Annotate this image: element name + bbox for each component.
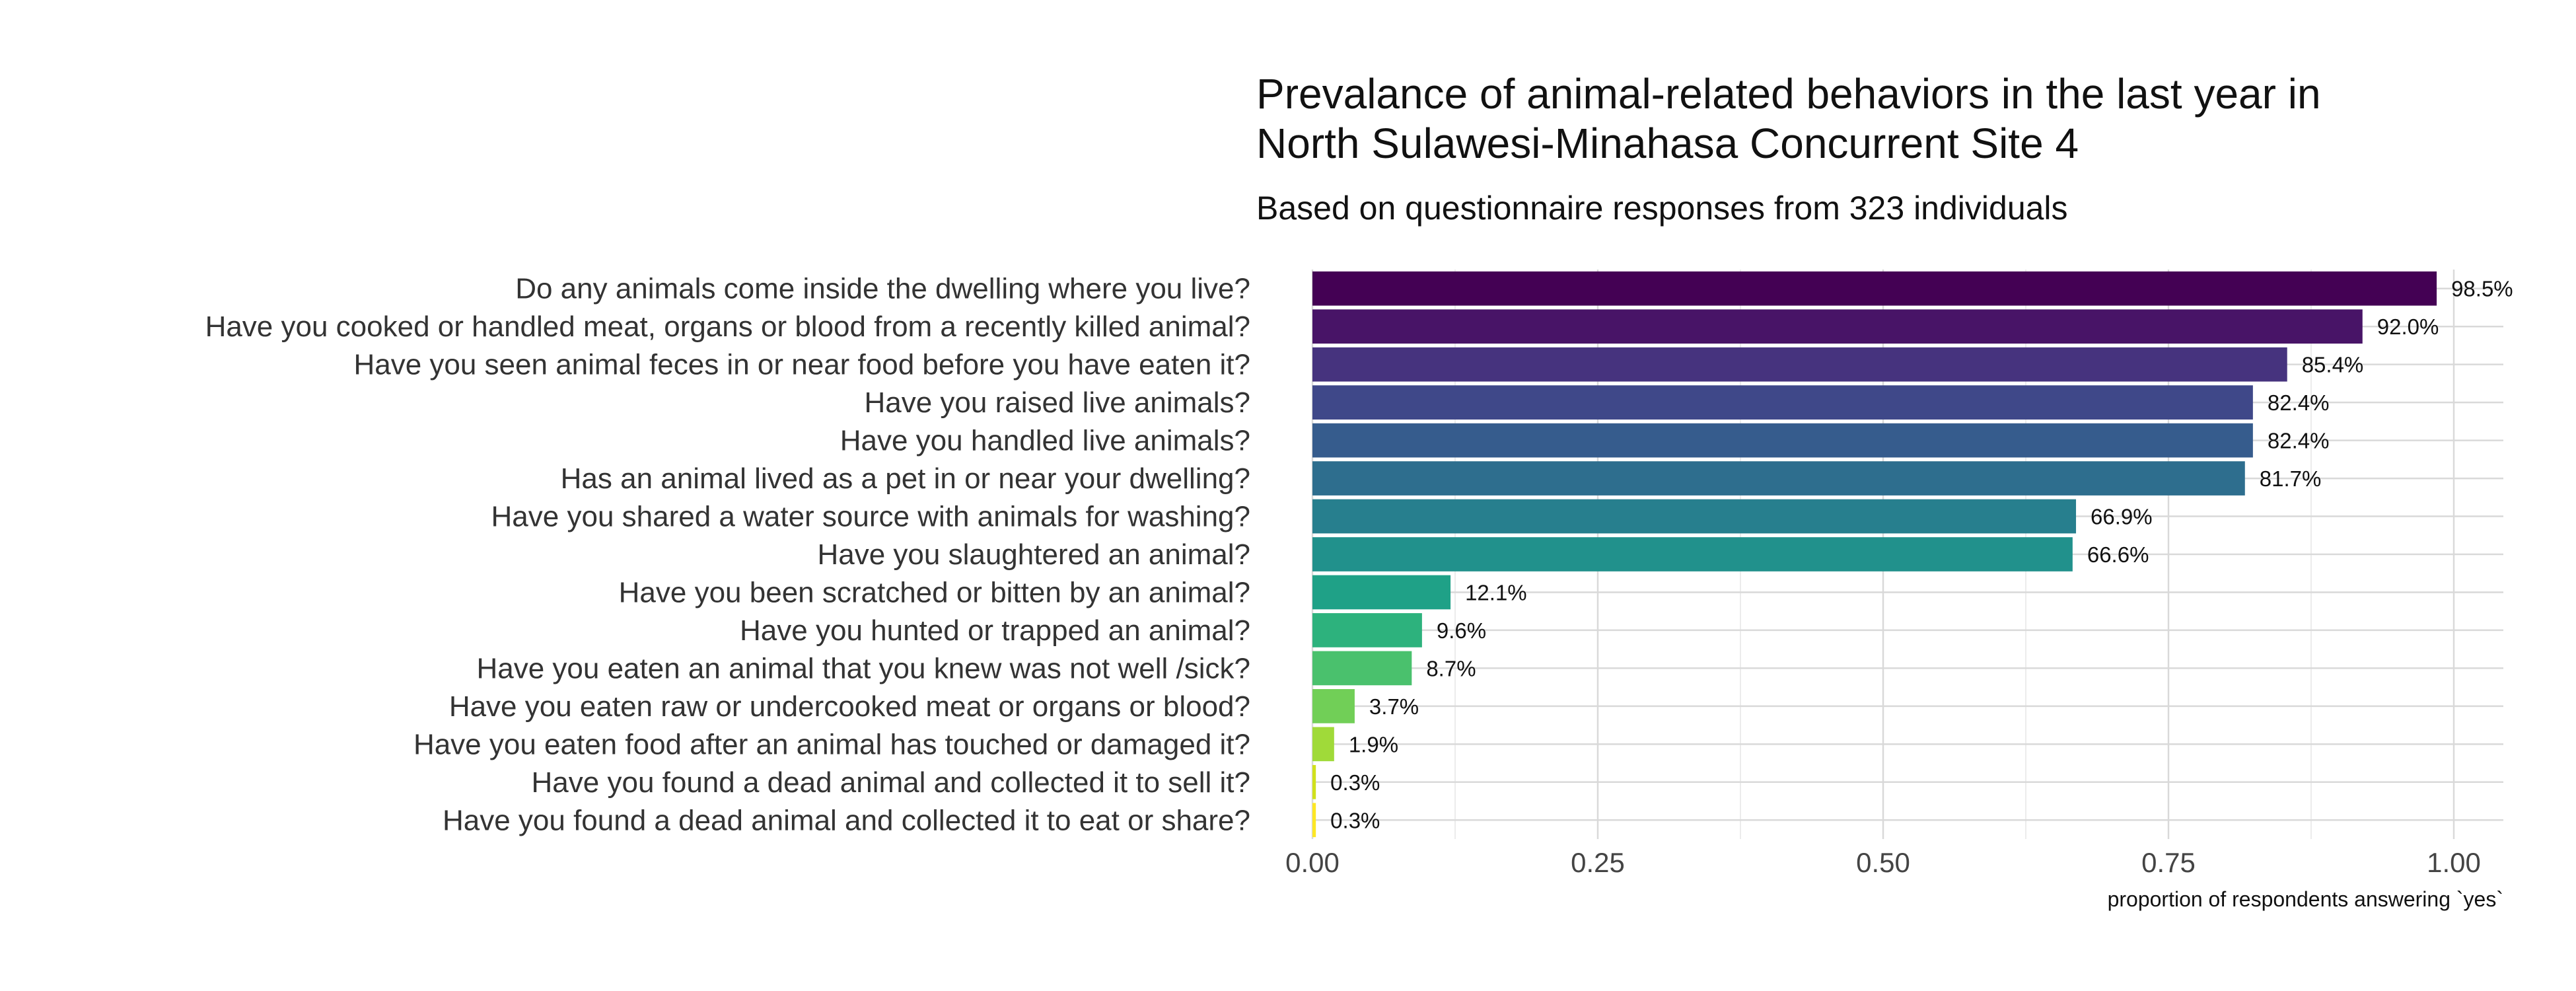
chart-subtitle: Based on questionnaire responses from 32…: [1256, 190, 2068, 227]
category-label: Has an animal lived as a pet in or near …: [561, 462, 1250, 495]
data-label: 3.7%: [1369, 694, 1419, 719]
x-tick-label: 0.75: [2141, 847, 2196, 878]
bar: [1312, 347, 2287, 382]
data-label: 81.7%: [2260, 466, 2322, 491]
data-label: 9.6%: [1437, 618, 1486, 643]
bar: [1312, 613, 1422, 647]
category-label: Have you eaten food after an animal has …: [413, 728, 1250, 760]
data-label: 85.4%: [2302, 353, 2364, 377]
chart-title-line-1: Prevalance of animal-related behaviors i…: [1256, 70, 2321, 118]
x-axis-ticks: 0.00 0.25 0.50 0.75 1.00: [1285, 847, 2481, 878]
category-label: Do any animals come inside the dwelling …: [515, 273, 1250, 305]
bar: [1312, 575, 1451, 610]
category-label: Have you slaughtered an animal?: [817, 538, 1250, 571]
data-label: 12.1%: [1465, 580, 1527, 605]
data-label: 1.9%: [1349, 732, 1398, 756]
x-tick-label: 1.00: [2427, 847, 2481, 878]
data-label: 0.3%: [1330, 808, 1380, 832]
x-tick-label: 0.00: [1285, 847, 1340, 878]
bar: [1312, 385, 2253, 420]
bar: [1312, 537, 2073, 571]
data-label: 92.0%: [2377, 314, 2439, 339]
bar: [1312, 271, 2437, 306]
data-label: 66.6%: [2087, 542, 2149, 567]
bar: [1312, 651, 1412, 686]
category-label: Have you found a dead animal and collect…: [532, 766, 1250, 799]
category-label: Have you raised live animals?: [864, 386, 1250, 419]
data-labels: 98.5% 92.0% 85.4% 82.4% 82.4% 81.7% 66.9% 66.6%…: [1330, 277, 2513, 833]
category-labels: Do any animals come inside the dwelling …: [205, 273, 1250, 837]
category-label: Have you seen animal feces in or near fo…: [353, 349, 1250, 381]
data-label: 82.4%: [2268, 390, 2330, 415]
bar: [1312, 764, 1316, 799]
bar: [1312, 499, 2077, 534]
category-label: Have you eaten an animal that you knew w…: [476, 652, 1250, 684]
x-tick-label: 0.50: [1856, 847, 1910, 878]
bar: [1312, 803, 1316, 838]
x-tick-label: 0.25: [1571, 847, 1625, 878]
data-label: 8.7%: [1426, 656, 1476, 680]
data-label: 66.9%: [2091, 505, 2153, 529]
category-label: Have you shared a water source with anim…: [491, 501, 1250, 533]
chart-title-line-2: North Sulawesi-Minahasa Concurrent Site …: [1256, 120, 2079, 167]
category-label: Have you been scratched or bitten by an …: [619, 576, 1250, 608]
category-label: Have you found a dead animal and collect…: [443, 804, 1250, 836]
bars: [1312, 271, 2437, 838]
data-label: 98.5%: [2451, 277, 2513, 301]
category-label: Have you hunted or trapped an animal?: [740, 614, 1250, 647]
data-label: 0.3%: [1330, 770, 1380, 795]
bar: [1312, 461, 2245, 495]
bar: [1312, 689, 1355, 723]
category-label: Have you eaten raw or undercooked meat o…: [449, 690, 1250, 723]
bar: [1312, 727, 1334, 762]
data-label: 82.4%: [2268, 429, 2330, 453]
bar: [1312, 423, 2253, 458]
category-label: Have you handled live animals?: [840, 425, 1250, 457]
category-label: Have you cooked or handled meat, organs …: [205, 311, 1250, 343]
chart-title: Prevalance of animal-related behaviors i…: [1256, 69, 2511, 168]
bar: [1312, 309, 2363, 344]
x-axis-title: proportion of respondents answering `yes…: [2108, 887, 2503, 911]
